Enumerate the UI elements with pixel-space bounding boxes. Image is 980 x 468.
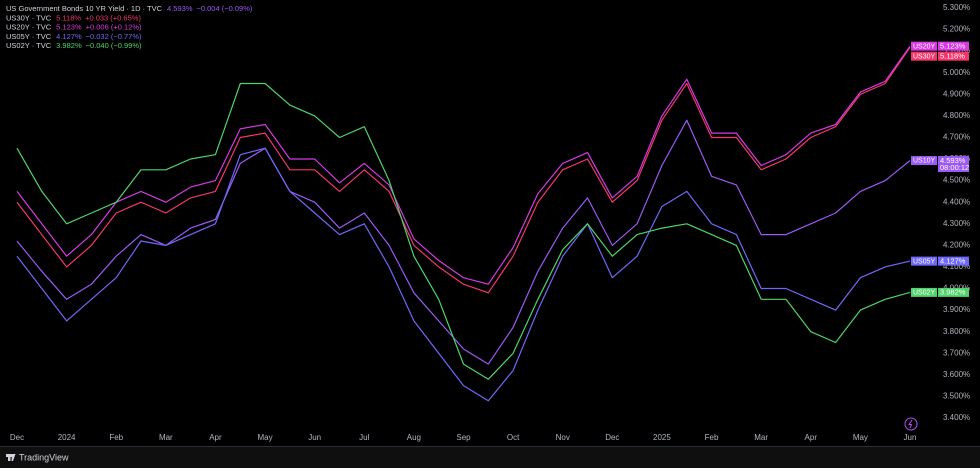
x-tick-label: Oct (507, 433, 520, 442)
x-tick-label: Mar (159, 433, 173, 442)
y-tick-label: 3.900% (943, 305, 970, 314)
legend-value: 4.593% (167, 4, 193, 13)
legend-row: US02Y · TVC 3.982% −0.040 (−0.99%) (6, 41, 142, 50)
legend-change: +0.033 (+0.65%) (85, 13, 141, 22)
legend-value: 4.127% (56, 32, 82, 41)
tag-value-box (938, 256, 969, 266)
last-value-tag: US02Y 3.982% (911, 288, 969, 297)
series-line (16, 147, 911, 402)
tag-value-box (938, 51, 969, 61)
tag-value: 5.118% (940, 51, 965, 60)
x-tick-label: Nov (556, 433, 570, 442)
x-tick-label: 2025 (653, 433, 671, 442)
series-line (16, 82, 911, 380)
y-tick-label: 3.700% (943, 348, 970, 357)
tradingview-logo (6, 454, 16, 461)
legend-value: 5.118% (56, 13, 81, 22)
legend-row: US30Y · TVC 5.118% +0.033 (+0.65%) (6, 13, 141, 22)
replay-icon[interactable] (904, 417, 918, 431)
tag-name-box (911, 51, 937, 61)
last-value-tag: US30Y 5.118% (911, 51, 969, 61)
y-tick-label: 5.200% (943, 25, 970, 34)
x-tick-label: Apr (805, 433, 818, 442)
y-tick-label: 4.300% (943, 219, 970, 228)
x-tick-label: Aug (407, 433, 421, 442)
tag-value: 4.127% (940, 256, 966, 265)
legend-change: −0.040 (−0.99%) (86, 41, 142, 50)
y-tick-label: 4.900% (943, 89, 970, 98)
x-tick-label: Apr (209, 433, 222, 442)
y-tick-label: 4.400% (943, 197, 970, 206)
y-tick-label: 4.700% (943, 133, 970, 142)
tag-name-box (911, 156, 937, 166)
x-tick-label: Dec (10, 433, 24, 442)
series-line (16, 45, 911, 285)
y-tick-label: 4.200% (943, 240, 970, 249)
y-tick-label: 4.100% (943, 262, 970, 271)
legend-row: US20Y · TVC 5.123% +0.006 (+0.12%) (6, 23, 142, 32)
tag-name: US10Y (913, 158, 936, 165)
x-tick-label: Jun (308, 433, 321, 442)
legend-name: US30Y · TVC (6, 13, 52, 22)
legend-value: 3.982% (56, 41, 82, 50)
legend-name: US20Y · TVC (6, 23, 52, 32)
footer-brand: TradingView (19, 452, 69, 462)
last-value-tag: US05Y 4.127% (911, 256, 969, 266)
x-tick-label: Jun (904, 433, 917, 442)
legend-change: −0.004 (−0.09%) (196, 4, 252, 13)
legend-row: US Government Bonds 10 YR Yield · 1D · T… (6, 4, 253, 13)
legend-name: US Government Bonds 10 YR Yield · 1D · T… (6, 4, 163, 13)
tag-name-box (911, 256, 937, 266)
tag-name: US20Y (913, 43, 936, 50)
last-value-tag: US10Y 4.593%08:00:12 (911, 156, 969, 173)
y-tick-label: 3.600% (943, 370, 970, 379)
tag-value-box (938, 287, 969, 297)
x-tick-label: Feb (109, 433, 123, 442)
countdown: 08:00:12 (940, 163, 969, 172)
y-tick-label: 5.300% (943, 3, 970, 12)
legend-name: US05Y · TVC (6, 32, 52, 41)
tag-value-box (938, 156, 969, 173)
legend-change: +0.006 (+0.12%) (86, 23, 142, 32)
y-tick-label: 3.800% (943, 327, 970, 336)
y-tick-label: 3.500% (943, 392, 970, 401)
legend-change: −0.032 (−0.77%) (86, 32, 142, 41)
x-tick-label: May (257, 433, 272, 442)
y-tick-label: 3.400% (943, 413, 970, 422)
series-line (16, 46, 911, 294)
last-value-tag: US20Y 5.123% (911, 41, 969, 51)
legend-value: 5.123% (56, 23, 82, 32)
x-tick-label: May (853, 433, 868, 442)
plot-background (0, 0, 980, 446)
x-tick-label: Jul (359, 433, 369, 442)
x-tick-label: Mar (754, 433, 768, 442)
x-tick-label: Sep (456, 433, 471, 442)
x-tick-label: Dec (605, 433, 619, 442)
x-tick-label: 2024 (58, 433, 76, 442)
tag-name-box (911, 287, 937, 297)
tag-name: US05Y (913, 258, 936, 265)
tag-name: US02Y (913, 290, 936, 297)
x-tick-label: Feb (705, 433, 719, 442)
tag-name: US30Y (913, 53, 936, 60)
legend-name: US02Y · TVC (6, 41, 52, 50)
tag-value: 4.593% (940, 156, 966, 165)
tag-value-box (938, 41, 969, 51)
tag-value: 5.123% (940, 41, 966, 50)
tag-name-box (911, 41, 937, 51)
y-tick-label: 4.500% (943, 176, 970, 185)
y-tick-label: 5.100% (943, 46, 970, 55)
y-tick-label: 5.000% (943, 68, 970, 77)
y-tick-label: 4.800% (943, 111, 970, 120)
tag-value: 3.982% (940, 288, 966, 297)
legend-row: US05Y · TVC 4.127% −0.032 (−0.77%) (6, 32, 142, 41)
